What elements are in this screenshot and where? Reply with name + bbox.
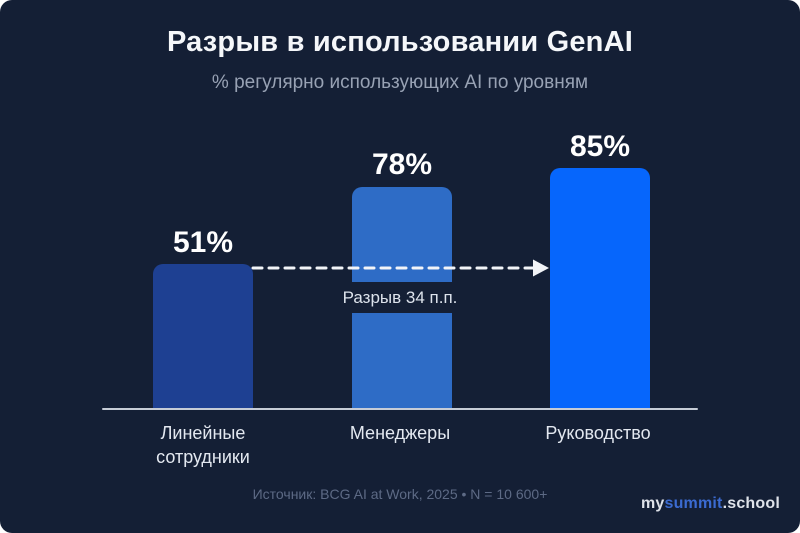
category-label-leadership: Руководство xyxy=(545,423,651,443)
brand-logo: mysummit.school xyxy=(641,495,780,513)
bar-leadership xyxy=(550,168,650,409)
bar-employees xyxy=(153,264,253,409)
x-axis-line xyxy=(102,408,698,410)
bar-value-label-managers: 78% xyxy=(371,148,433,181)
bar-managers-upper-segment xyxy=(352,187,452,282)
category-label-employees: Линейные сотрудники xyxy=(156,423,250,467)
bar-value-label-employees: 51% xyxy=(172,226,234,259)
category-label-managers: Менеджеры xyxy=(349,423,451,443)
logo-part-summit: summit xyxy=(664,495,723,512)
chart-subtitle: % регулярно использующих AI по уровням xyxy=(211,72,589,93)
gap-annotation: Разрыв 34 п.п. xyxy=(342,288,458,307)
chart-title: Разрыв в использовании GenAI xyxy=(166,26,634,58)
logo-part-school: .school xyxy=(722,495,780,512)
logo-part-my: my xyxy=(640,495,665,512)
bar-managers-lower-segment xyxy=(352,313,452,409)
source-note: Источник: BCG AI at Work, 2025 • N = 10 … xyxy=(252,486,548,502)
bar-value-label-leadership: 85% xyxy=(569,130,631,163)
